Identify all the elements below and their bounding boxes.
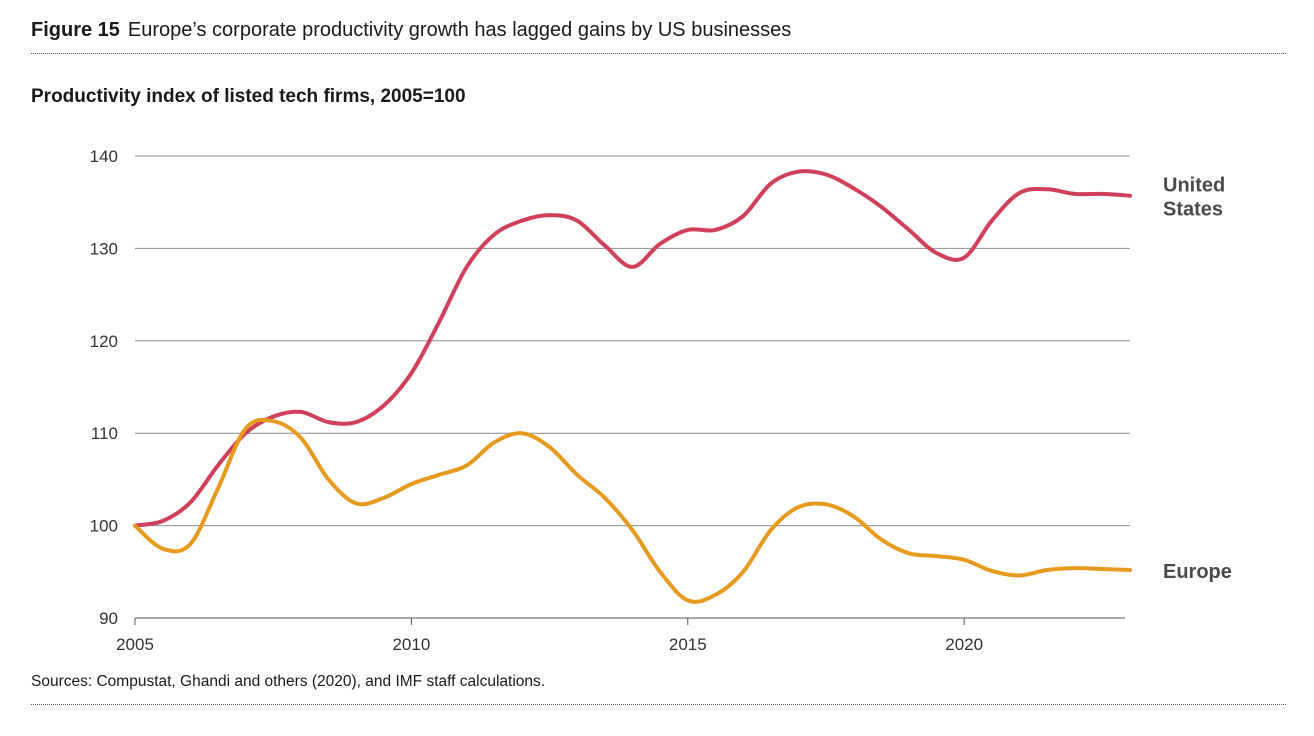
y-tick-label-110: 110 (91, 424, 118, 443)
series-label-europe: Europe (1163, 561, 1232, 583)
series-lines (133, 169, 1132, 604)
x-tick-label-2015: 2015 (669, 635, 707, 654)
series-label-united-states: United States (1163, 175, 1225, 221)
figure-title-text: Europe’s corporate productivity growth h… (127, 19, 792, 41)
bottom-dotted-rule (31, 704, 1286, 705)
x-tick-label-2020: 2020 (945, 635, 983, 654)
series-labels: United States Europe (1163, 175, 1232, 583)
x-axis (134, 617, 1125, 625)
series-line-europe (133, 417, 1132, 604)
x-axis-tick-labels: 2005 2010 2015 2020 (116, 635, 983, 654)
series-label-line: Europe (1163, 561, 1232, 583)
x-tick-label-2010: 2010 (392, 635, 430, 654)
y-tick-label-100: 100 (90, 517, 118, 536)
x-tick-label-2005: 2005 (116, 635, 154, 654)
series-label-line: States (1163, 199, 1223, 221)
y-axis-tick-labels: 90 100 110 120 130 140 (90, 147, 118, 628)
grid-lines (135, 155, 1130, 527)
y-tick-label-120: 120 (90, 332, 118, 351)
y-tick-label-140: 140 (90, 147, 118, 166)
y-tick-label-130: 130 (90, 239, 118, 258)
y-tick-label-90: 90 (99, 609, 118, 628)
figure-title: Figure 15 Europe’s corporate productivity… (31, 19, 791, 42)
series-line-united-states (133, 169, 1132, 528)
chart-title: Productivity index of listed tech firms,… (31, 86, 466, 107)
figure-number: Figure 15 (31, 19, 120, 41)
series-label-line: United (1163, 175, 1225, 197)
source-note: Sources: Compustat, Ghandi and others (2… (31, 673, 546, 690)
top-dotted-rule (31, 53, 1286, 54)
